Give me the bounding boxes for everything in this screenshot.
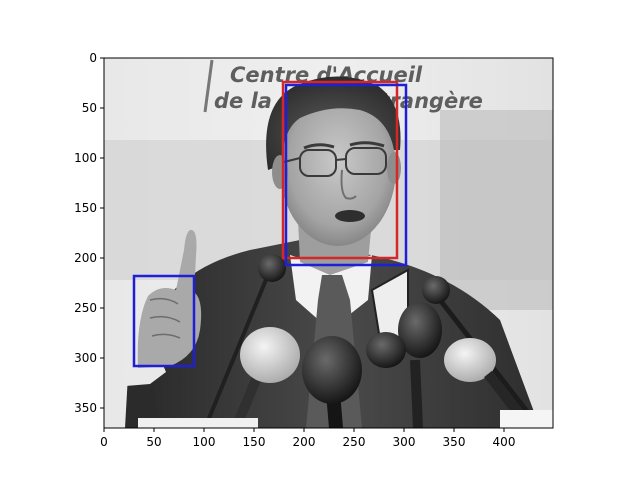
x-axis: 0 50 100 150 200 250 300 350 400 bbox=[100, 428, 515, 449]
x-tick-label: 0 bbox=[100, 435, 108, 449]
y-tick-label: 350 bbox=[74, 401, 97, 415]
microphones bbox=[138, 254, 553, 428]
hand-box-blue bbox=[132, 274, 196, 368]
y-axis: 0 50 100 150 200 250 300 350 bbox=[74, 51, 104, 415]
x-tick-label: 200 bbox=[293, 435, 316, 449]
y-tick-label: 250 bbox=[74, 301, 97, 315]
face bbox=[280, 90, 396, 246]
y-tick-label: 150 bbox=[74, 201, 97, 215]
bounding-boxes bbox=[132, 80, 408, 368]
x-tick-label: 250 bbox=[343, 435, 366, 449]
face-box-red bbox=[281, 80, 399, 260]
x-tick-label: 400 bbox=[493, 435, 516, 449]
y-tick-label: 0 bbox=[89, 51, 97, 65]
axes-frame bbox=[103, 57, 554, 429]
ear-right bbox=[387, 152, 401, 184]
photo: Centre d'Accueil de la Presse Etrangère bbox=[104, 58, 553, 428]
nose bbox=[340, 169, 357, 200]
y-tick-label: 300 bbox=[74, 351, 97, 365]
eyebrows bbox=[303, 141, 385, 150]
y-tick-label: 200 bbox=[74, 251, 97, 265]
mouth bbox=[335, 210, 365, 222]
y-tick-label: 50 bbox=[82, 101, 97, 115]
x-tick-label: 100 bbox=[193, 435, 216, 449]
hair bbox=[266, 76, 401, 170]
glasses bbox=[283, 147, 387, 177]
y-tick-label: 100 bbox=[74, 151, 97, 165]
x-tick-label: 300 bbox=[393, 435, 416, 449]
x-tick-label: 350 bbox=[443, 435, 466, 449]
back-wall-right bbox=[440, 110, 553, 310]
face-box-blue bbox=[284, 83, 408, 267]
x-tick-label: 50 bbox=[146, 435, 161, 449]
x-tick-label: 150 bbox=[243, 435, 266, 449]
